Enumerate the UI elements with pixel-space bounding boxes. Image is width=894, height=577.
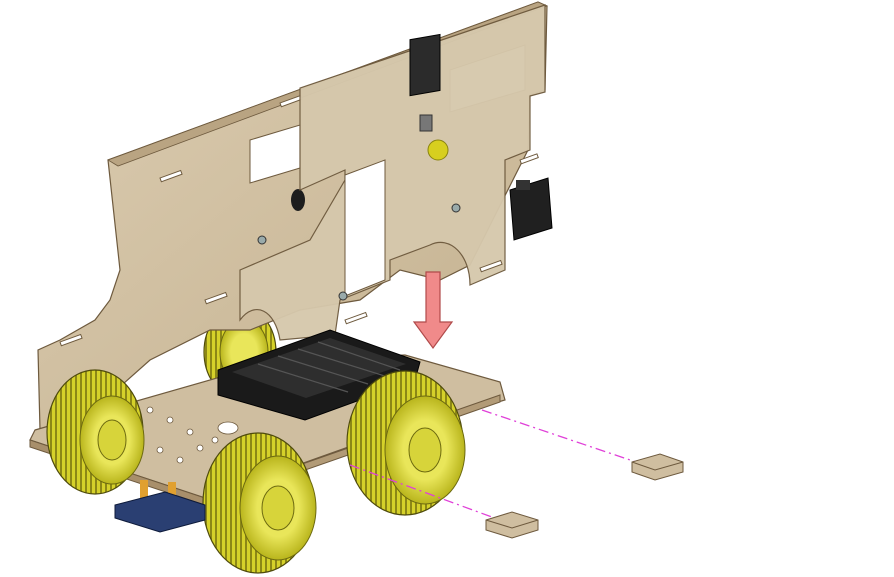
connector-piece-lower [485,511,539,539]
connector-piece-upper [631,453,684,481]
front-left-wheel [46,369,145,495]
rear-left-wheel [346,370,466,516]
yellow-push-button [409,33,449,161]
sensor-board [114,480,206,533]
assembly-guide-lines [349,409,637,521]
down-arrow-icon [412,271,454,350]
screws [257,203,461,301]
front-right-wheel [202,432,317,574]
servo-motor [509,177,553,241]
wooden-upper-panel [239,4,546,341]
